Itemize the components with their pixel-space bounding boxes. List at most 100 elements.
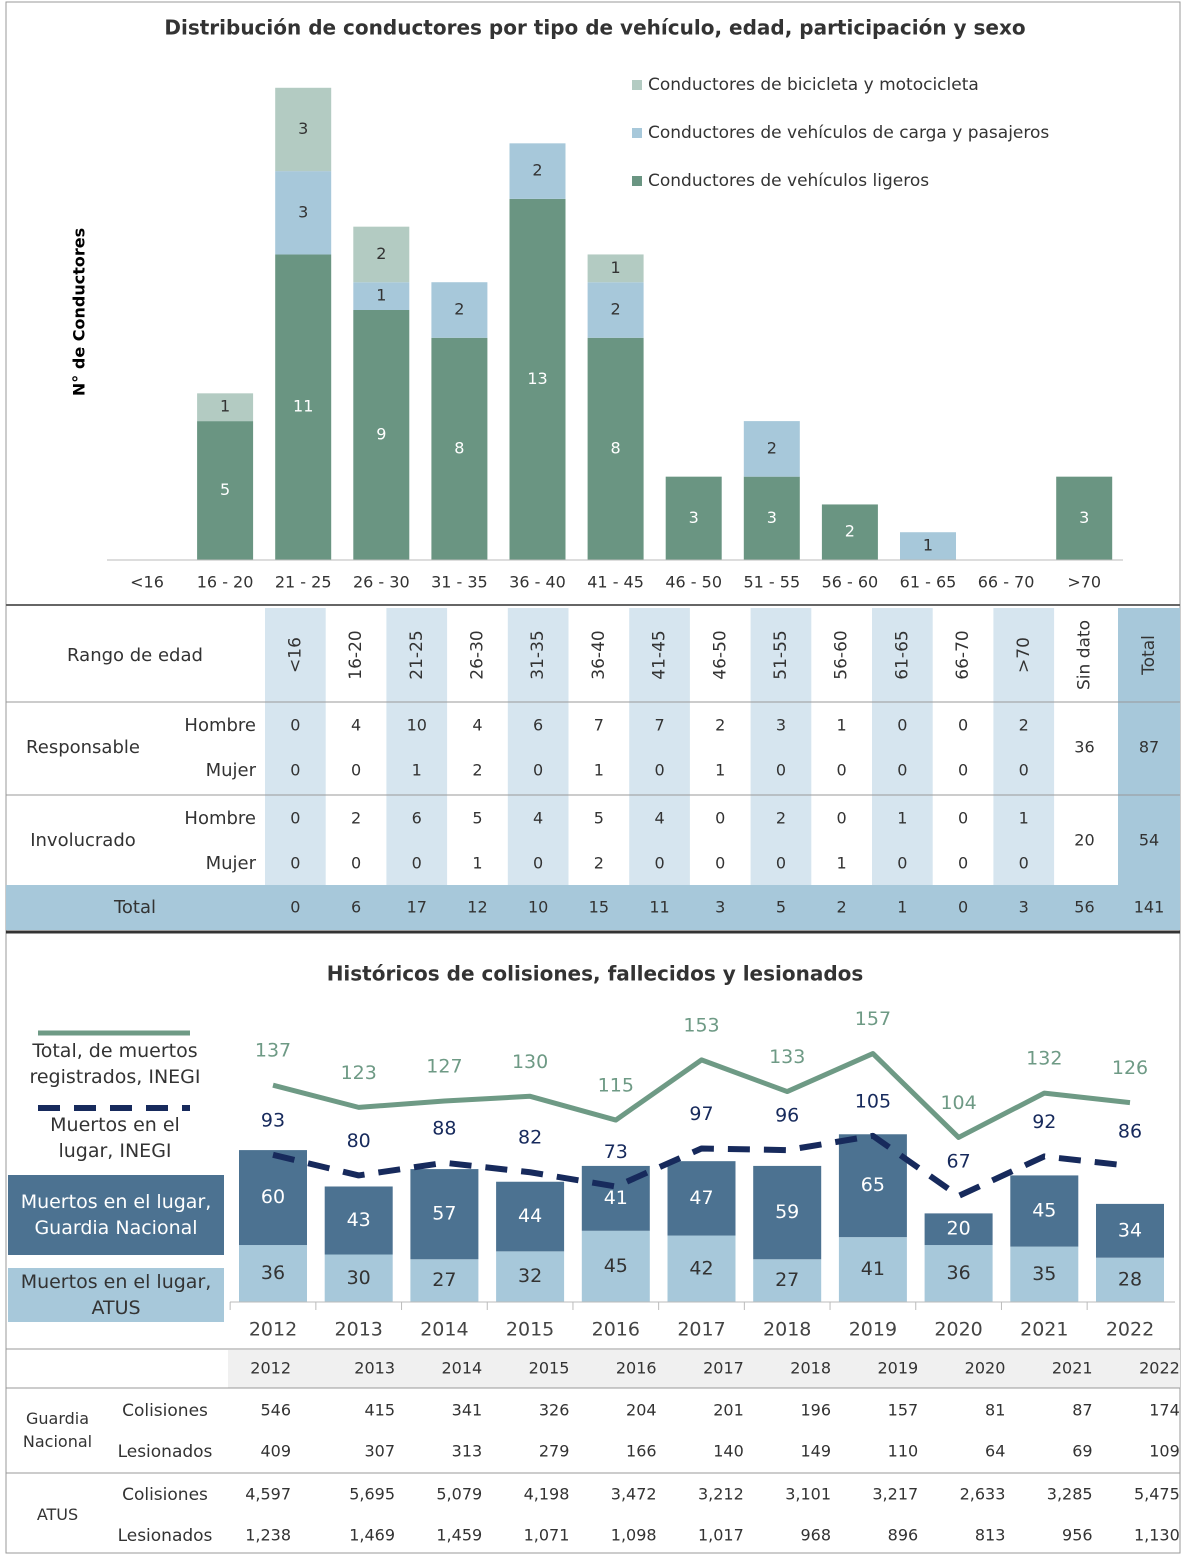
cell: 109 bbox=[1149, 1442, 1180, 1461]
legend-label-box: Muertos en el lugar, INEGI bbox=[50, 1114, 180, 1162]
cell: 166 bbox=[626, 1442, 657, 1461]
data-label: 82 bbox=[518, 1127, 542, 1149]
legend-label: Muertos en el lugar, Guardia Nacional bbox=[20, 1191, 212, 1239]
data-label: 11 bbox=[293, 397, 313, 416]
cell: 0 bbox=[290, 854, 300, 873]
bar bbox=[509, 198, 566, 560]
row-label: Lesionados bbox=[118, 1442, 213, 1462]
group-label: Responsable bbox=[26, 737, 140, 758]
data-label: 96 bbox=[775, 1105, 799, 1127]
cell: 204 bbox=[626, 1401, 657, 1420]
year-header: 2013 bbox=[354, 1359, 395, 1378]
cell: 0 bbox=[1019, 854, 1029, 873]
cell: 896 bbox=[888, 1526, 919, 1545]
cell: 0 bbox=[958, 898, 968, 917]
data-label: 28 bbox=[1118, 1268, 1142, 1290]
bar bbox=[743, 421, 800, 477]
cell: 0 bbox=[290, 809, 300, 828]
legend-swatch bbox=[632, 176, 642, 186]
cell: 0 bbox=[290, 898, 300, 917]
bar bbox=[197, 393, 254, 422]
data-label: 36 bbox=[261, 1262, 285, 1284]
total-label: Total bbox=[113, 897, 156, 918]
legend-label: Muertos en el lugar, INEGI bbox=[50, 1114, 180, 1162]
cell: 1 bbox=[594, 761, 604, 780]
data-label: 9 bbox=[376, 425, 386, 444]
x-tick-label: 21 - 25 bbox=[275, 573, 332, 592]
bar bbox=[353, 226, 410, 283]
cell: 326 bbox=[539, 1401, 570, 1420]
cell: 110 bbox=[888, 1442, 919, 1461]
cell: 546 bbox=[260, 1401, 291, 1420]
data-label: 137 bbox=[255, 1040, 291, 1062]
cell: 3,101 bbox=[785, 1485, 831, 1504]
year-header: 2019 bbox=[877, 1359, 918, 1378]
cell: 3 bbox=[776, 716, 786, 735]
column-shade bbox=[629, 608, 690, 885]
data-label: 86 bbox=[1118, 1120, 1142, 1142]
x-tick-label: >70 bbox=[1067, 573, 1101, 592]
data-label: 8 bbox=[611, 438, 621, 457]
cell: 2 bbox=[776, 809, 786, 828]
data-label: 27 bbox=[432, 1269, 456, 1291]
bar bbox=[587, 254, 644, 283]
cell: 0 bbox=[351, 761, 361, 780]
data-label: 127 bbox=[426, 1056, 462, 1078]
cell: 0 bbox=[715, 809, 725, 828]
column-header: 16-20 bbox=[346, 630, 366, 679]
cell: 0 bbox=[533, 854, 543, 873]
x-tick-label: 2017 bbox=[677, 1319, 725, 1341]
data-label: 27 bbox=[775, 1269, 799, 1291]
column-shade bbox=[872, 608, 933, 885]
x-tick-label: 2015 bbox=[506, 1319, 554, 1341]
data-label: 2 bbox=[454, 300, 464, 319]
cell: 10 bbox=[407, 716, 427, 735]
cell: 0 bbox=[533, 761, 543, 780]
data-label: 2 bbox=[611, 300, 621, 319]
cell: 64 bbox=[985, 1442, 1005, 1461]
legend-label: Muertos en el lugar, ATUS bbox=[20, 1271, 212, 1319]
y-axis-label: N° de Conductores bbox=[70, 228, 89, 396]
cell: 7 bbox=[654, 716, 664, 735]
data-label: 2 bbox=[767, 438, 777, 457]
total-column-bg bbox=[1118, 608, 1180, 930]
row-label: Colisiones bbox=[122, 1485, 208, 1505]
cell: 10 bbox=[528, 898, 548, 917]
cell: 3,285 bbox=[1047, 1485, 1093, 1504]
column-shade bbox=[750, 608, 812, 885]
x-tick-label: 2019 bbox=[849, 1319, 897, 1341]
cell: 3,472 bbox=[611, 1485, 657, 1504]
cell: 0 bbox=[1019, 761, 1029, 780]
data-label: 3 bbox=[1079, 508, 1089, 527]
cell: 6 bbox=[412, 809, 422, 828]
data-label: 1 bbox=[220, 397, 230, 416]
cell: 5 bbox=[594, 809, 604, 828]
column-header: 36-40 bbox=[589, 630, 609, 679]
cell: 0 bbox=[897, 854, 907, 873]
total-row-bg bbox=[6, 885, 1180, 930]
bar bbox=[431, 282, 488, 338]
x-tick-label: 56 - 60 bbox=[822, 573, 879, 592]
bar bbox=[838, 1237, 907, 1302]
year-header: 2020 bbox=[965, 1359, 1006, 1378]
year-header: 2016 bbox=[616, 1359, 657, 1378]
cell: 5,475 bbox=[1134, 1485, 1180, 1504]
x-tick-label: 61 - 65 bbox=[900, 573, 957, 592]
data-label: 45 bbox=[604, 1255, 628, 1277]
bar bbox=[324, 1186, 393, 1255]
group-label-box: ATUS bbox=[37, 1505, 78, 1524]
data-label: 8 bbox=[454, 438, 464, 457]
bar bbox=[197, 421, 254, 560]
row-label: Hombre bbox=[184, 808, 256, 829]
data-label: 157 bbox=[855, 1008, 891, 1030]
bar bbox=[496, 1181, 565, 1252]
data-label: 130 bbox=[512, 1051, 548, 1073]
data-label: 97 bbox=[689, 1103, 713, 1125]
bar bbox=[275, 171, 332, 255]
column-header: 31-35 bbox=[528, 630, 548, 679]
cell: 1 bbox=[837, 716, 847, 735]
cell: 4,198 bbox=[524, 1485, 570, 1504]
cell: 4,597 bbox=[245, 1485, 291, 1504]
column-header: 21-25 bbox=[407, 630, 427, 679]
cell: 1,238 bbox=[245, 1526, 291, 1545]
